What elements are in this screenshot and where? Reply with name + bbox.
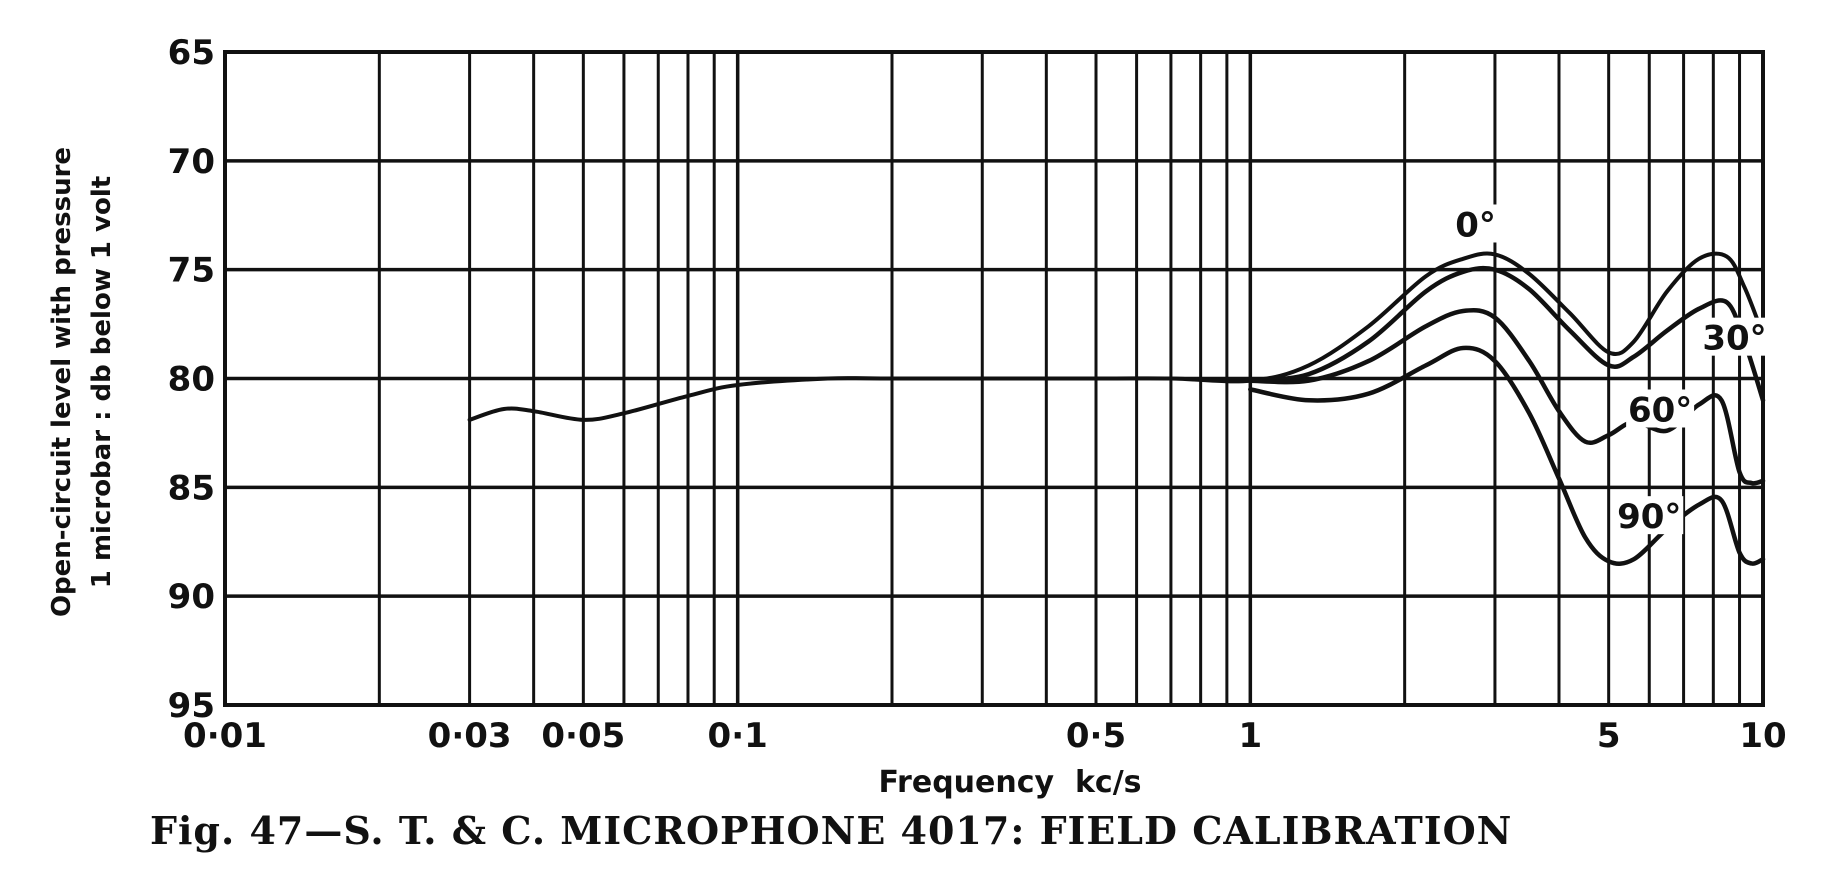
curve-label: 30°	[1702, 319, 1766, 359]
series-lines	[467, 251, 1766, 566]
series-line	[467, 251, 1765, 422]
series-line	[1248, 265, 1766, 403]
curve-label-background	[1700, 317, 1769, 356]
y-tick-label: 70	[168, 142, 215, 182]
series-line	[1248, 308, 1766, 486]
x-axis-label: Frequency kc/s	[878, 765, 1141, 800]
x-tick-label: 10	[1739, 716, 1786, 756]
y-tick-label: 95	[168, 686, 215, 726]
curve-label: 0°	[1455, 205, 1496, 245]
y-axis-label-line-1: Open-circuit level with pressure	[47, 147, 77, 617]
y-tick-label: 80	[168, 360, 215, 400]
x-tick-label: 0·5	[1066, 716, 1126, 756]
curve-label: 90°	[1617, 497, 1681, 537]
curve-label-background	[1441, 204, 1510, 243]
x-tick-label: 0·1	[708, 716, 768, 756]
curve-label-background	[1626, 389, 1695, 428]
x-tick-label: 5	[1597, 716, 1621, 756]
curve-label: 60°	[1628, 391, 1692, 431]
y-tick-label: 90	[168, 577, 215, 617]
curve-labels: 0° 30°60° 90°	[1441, 204, 1769, 537]
curve-label-background	[1615, 496, 1684, 535]
x-tick-label: 1	[1238, 716, 1262, 756]
y-tick-label: 85	[168, 468, 215, 508]
x-tick-label: 0·01	[183, 716, 267, 756]
y-tick-label: 75	[168, 251, 215, 291]
series-line	[1248, 345, 1766, 566]
figure-caption: Fig. 47—S. T. & C. MICROPHONE 4017: FIEL…	[150, 808, 1513, 853]
x-tick-label: 0·05	[541, 716, 625, 756]
y-axis-label-line-2: 1 microbar : db below 1 volt	[87, 176, 117, 588]
tick-labels: 65 70 75 80 85 90 950·01 0·03 0·05 0·1 0·5 1 5 10	[168, 33, 1787, 756]
x-tick-label: 0·03	[428, 716, 512, 756]
y-tick-label: 65	[168, 33, 215, 73]
